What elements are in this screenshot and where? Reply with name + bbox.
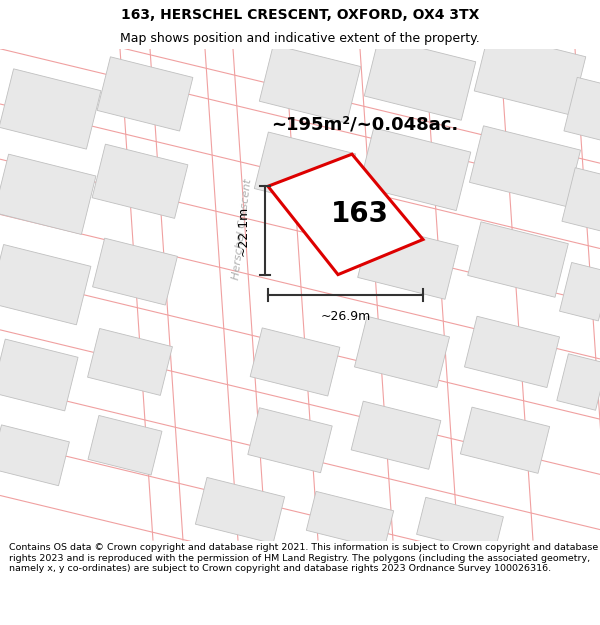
- Polygon shape: [259, 45, 361, 123]
- Polygon shape: [0, 154, 96, 234]
- Polygon shape: [557, 354, 600, 410]
- Polygon shape: [474, 32, 586, 115]
- Polygon shape: [250, 328, 340, 396]
- Polygon shape: [416, 498, 503, 554]
- Polygon shape: [92, 238, 178, 305]
- Text: ~195m²/~0.048ac.: ~195m²/~0.048ac.: [271, 115, 458, 133]
- Polygon shape: [358, 224, 458, 299]
- Polygon shape: [0, 339, 78, 411]
- Polygon shape: [564, 78, 600, 141]
- Polygon shape: [88, 329, 172, 396]
- Text: ~26.9m: ~26.9m: [320, 310, 371, 323]
- Text: Map shows position and indicative extent of the property.: Map shows position and indicative extent…: [120, 31, 480, 44]
- Polygon shape: [351, 401, 441, 469]
- Polygon shape: [364, 38, 476, 120]
- Polygon shape: [469, 126, 581, 207]
- Polygon shape: [464, 316, 560, 388]
- Polygon shape: [359, 128, 471, 211]
- Polygon shape: [560, 262, 600, 321]
- Polygon shape: [460, 407, 550, 473]
- Text: Contains OS data © Crown copyright and database right 2021. This information is : Contains OS data © Crown copyright and d…: [9, 543, 598, 573]
- Text: Herschel Crescent: Herschel Crescent: [231, 178, 253, 281]
- Text: ~22.1m: ~22.1m: [236, 206, 250, 256]
- Polygon shape: [0, 69, 101, 149]
- Polygon shape: [248, 408, 332, 472]
- Polygon shape: [467, 222, 568, 298]
- Polygon shape: [97, 57, 193, 131]
- Polygon shape: [196, 478, 284, 544]
- Polygon shape: [0, 425, 70, 486]
- Polygon shape: [562, 168, 600, 231]
- Polygon shape: [355, 316, 449, 388]
- Text: 163: 163: [331, 199, 389, 228]
- Polygon shape: [0, 244, 91, 325]
- Polygon shape: [92, 144, 188, 218]
- Polygon shape: [88, 416, 162, 475]
- Polygon shape: [268, 154, 423, 274]
- Polygon shape: [254, 132, 356, 211]
- Polygon shape: [307, 491, 394, 550]
- Text: 163, HERSCHEL CRESCENT, OXFORD, OX4 3TX: 163, HERSCHEL CRESCENT, OXFORD, OX4 3TX: [121, 8, 479, 22]
